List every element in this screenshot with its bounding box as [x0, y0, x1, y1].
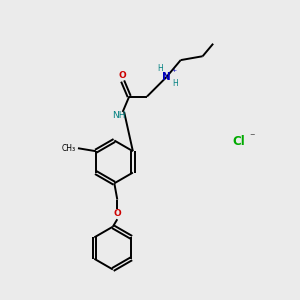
Text: NH: NH — [112, 111, 126, 120]
Text: ⁻: ⁻ — [250, 133, 255, 142]
Text: O: O — [119, 71, 127, 80]
Text: H: H — [172, 79, 178, 88]
Text: Cl: Cl — [233, 135, 245, 148]
Text: +: + — [172, 68, 177, 73]
Text: O: O — [113, 209, 121, 218]
Text: H: H — [157, 64, 163, 74]
Text: N: N — [162, 72, 171, 82]
Text: CH₃: CH₃ — [61, 144, 76, 153]
